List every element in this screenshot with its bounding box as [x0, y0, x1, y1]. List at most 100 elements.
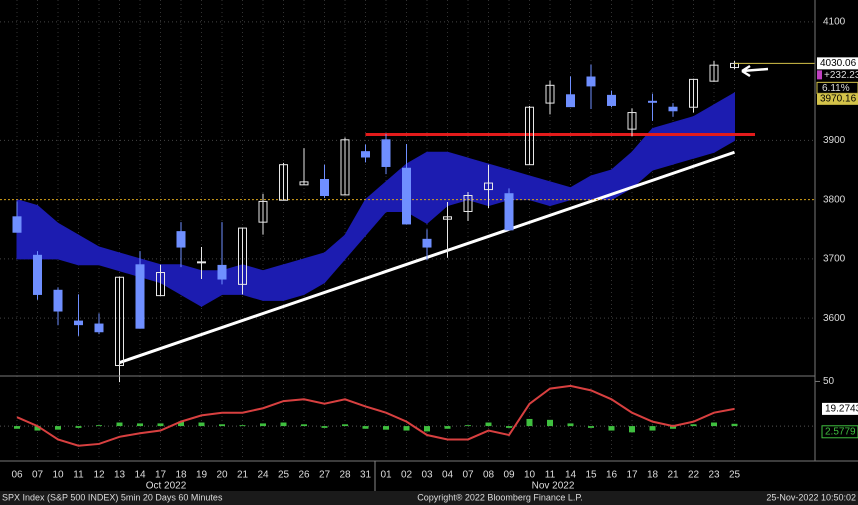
plot — [0, 61, 815, 447]
histogram-bar — [403, 426, 410, 431]
change-pct-label: 6.11% — [822, 83, 850, 94]
candle-body — [504, 193, 514, 231]
candle-body — [197, 261, 206, 264]
x-tick-label: 19 — [196, 470, 208, 481]
level-box — [817, 93, 858, 105]
last-price-box — [817, 57, 858, 70]
histogram-bar — [157, 423, 164, 427]
x-tick-label: 01 — [380, 470, 392, 481]
y-tick-label: 50 — [823, 376, 835, 387]
x-tick-label: 10 — [524, 470, 536, 481]
candle-body — [668, 106, 678, 112]
candle-body — [320, 179, 329, 196]
histogram-bar — [670, 426, 676, 429]
histogram-bar — [280, 422, 287, 427]
x-tick-label: 17 — [626, 470, 638, 481]
candle-body — [586, 76, 596, 87]
histogram-bar — [547, 419, 553, 427]
histogram-bar — [649, 426, 656, 431]
x-tick-label: 25 — [729, 470, 741, 481]
x-tick-label: 09 — [503, 470, 515, 481]
x-tick-label: 07 — [32, 470, 44, 481]
histogram-bar — [301, 424, 307, 427]
histogram-bar — [75, 426, 82, 428]
cloud — [467, 157, 489, 207]
histogram-bar — [383, 426, 389, 430]
histogram-bar — [690, 424, 697, 427]
histogram-bar — [96, 425, 102, 427]
histogram-bar — [321, 426, 328, 428]
candle-body — [545, 84, 555, 104]
value-label: 19.2743 — [825, 404, 858, 415]
x-tick-label: 18 — [175, 470, 187, 481]
cloud — [447, 151, 469, 207]
y-tick-label: 3900 — [823, 135, 846, 146]
footer-center: Copyright® 2022 Bloomberg Finance L.P. — [417, 492, 583, 502]
candle-body — [463, 194, 473, 212]
x-tick-label: 15 — [585, 470, 597, 481]
candle-body — [279, 164, 288, 201]
x-tick-label: 04 — [442, 470, 454, 481]
change-label: +232.23 — [824, 70, 858, 81]
x-tick-label: 17 — [155, 470, 167, 481]
histogram-bar — [116, 422, 123, 427]
histogram-bar — [137, 423, 143, 427]
histogram-bar — [198, 422, 205, 427]
y-tick-label: 3800 — [823, 194, 846, 205]
x-tick-label: 23 — [708, 470, 720, 481]
x-tick-label: 27 — [319, 470, 331, 481]
candle-body — [402, 167, 411, 225]
x-tick-label: 14 — [565, 470, 577, 481]
candle-body — [53, 289, 63, 312]
candle-body — [525, 106, 534, 166]
x-tick-label: 18 — [647, 470, 659, 481]
candle-body — [176, 231, 186, 248]
x-tick-label: 16 — [606, 470, 618, 481]
cloud — [713, 92, 735, 154]
candle-body — [689, 78, 698, 108]
candle-body — [217, 264, 227, 280]
histogram-bar — [260, 423, 266, 427]
candle-body — [566, 94, 575, 108]
candle-body — [340, 139, 350, 196]
candle-body — [156, 272, 165, 297]
candle-body — [12, 216, 22, 233]
footer-bar — [0, 491, 858, 505]
histogram-bar — [34, 426, 41, 431]
hist-box — [821, 425, 858, 439]
change-marker — [817, 70, 822, 80]
candle-body — [648, 100, 657, 103]
oscillator-line — [16, 384, 735, 447]
x-tick-label: 28 — [339, 470, 351, 481]
x-tick-label: 21 — [237, 470, 249, 481]
candle-body — [484, 182, 493, 191]
last-price-label: 4030.06 — [820, 58, 857, 69]
histogram-bar — [588, 426, 594, 428]
x-tick-label: 24 — [257, 470, 269, 481]
change-pct-box — [816, 81, 858, 94]
histogram-bar — [731, 423, 738, 427]
histogram-bar — [424, 426, 430, 432]
x-tick-label: 21 — [667, 470, 679, 481]
x-tick-label: 31 — [360, 470, 372, 481]
x-tick-label: 14 — [134, 470, 146, 481]
candle-body — [94, 323, 104, 333]
month-label: Nov 2022 — [532, 481, 575, 492]
footer-right: 25-Nov-2022 10:50:02 — [766, 492, 856, 502]
candle-body — [361, 151, 370, 158]
candle-body — [33, 254, 42, 295]
candle-body — [258, 200, 268, 223]
x-tick-label: 08 — [483, 470, 495, 481]
candle-body — [238, 227, 247, 285]
y-tick-label: 3600 — [823, 313, 846, 324]
x-tick-label: 07 — [462, 470, 474, 481]
histogram-bar — [219, 424, 225, 427]
cloud — [262, 264, 284, 301]
histogram-bar — [711, 422, 717, 427]
x-tick-label: 12 — [93, 470, 105, 481]
cloud — [242, 264, 264, 302]
histogram-bar — [629, 426, 635, 433]
histogram-bar — [506, 426, 512, 428]
